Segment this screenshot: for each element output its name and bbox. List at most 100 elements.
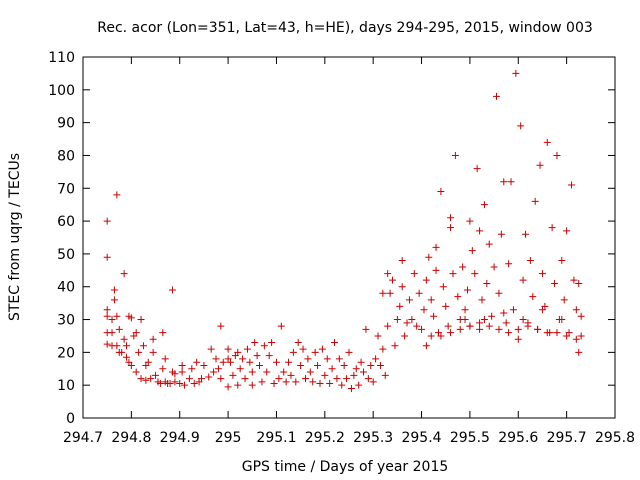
- x-tick-label: 294.9: [160, 430, 200, 446]
- data-point-marker: [229, 371, 237, 379]
- data-point-marker: [398, 283, 406, 291]
- data-point-marker: [256, 361, 264, 369]
- data-point-marker: [381, 371, 389, 379]
- y-axis-label: STEC from uqrg / TECUs: [7, 153, 23, 321]
- data-point-marker: [572, 306, 580, 314]
- data-point-marker: [251, 339, 259, 347]
- data-point-marker: [379, 345, 387, 353]
- data-point-marker: [108, 329, 116, 337]
- data-point-marker: [459, 263, 467, 271]
- data-point-marker: [347, 384, 355, 392]
- data-point-marker: [531, 197, 539, 205]
- y-tick-label: 70: [57, 181, 75, 197]
- data-point-marker: [272, 358, 280, 366]
- data-point-marker: [234, 348, 242, 356]
- data-point-marker: [389, 276, 397, 284]
- data-point-marker: [270, 380, 278, 388]
- x-tick-label: 295.7: [547, 430, 587, 446]
- data-point-marker: [178, 368, 186, 376]
- data-point-marker: [577, 312, 585, 320]
- data-point-marker: [422, 276, 430, 284]
- data-point-marker: [403, 319, 411, 327]
- x-tick-label: 295.4: [401, 430, 441, 446]
- y-tick-label: 20: [57, 345, 75, 361]
- data-point-marker: [480, 316, 488, 324]
- data-point-marker: [197, 375, 205, 383]
- data-point-marker: [282, 378, 290, 386]
- data-point-marker: [519, 276, 527, 284]
- data-point-marker: [275, 375, 283, 383]
- data-point-marker: [418, 325, 426, 333]
- data-point-marker: [335, 355, 343, 363]
- data-point-marker: [171, 378, 179, 386]
- data-point-marker: [176, 380, 184, 388]
- data-point-marker: [517, 122, 525, 130]
- data-point-marker: [454, 293, 462, 301]
- data-point-marker: [304, 355, 312, 363]
- data-point-marker: [473, 165, 481, 173]
- data-point-marker: [478, 296, 486, 304]
- data-point-marker: [306, 368, 314, 376]
- data-point-marker: [219, 358, 227, 366]
- data-point-marker: [234, 381, 242, 389]
- y-tick-label: 90: [57, 116, 75, 132]
- data-point-marker: [309, 378, 317, 386]
- data-point-marker: [149, 335, 157, 343]
- data-point-marker: [461, 306, 469, 314]
- chart-title: Rec. acor (Lon=351, Lat=43, h=HE), days …: [97, 20, 593, 36]
- data-point-marker: [123, 342, 131, 350]
- data-point-marker: [476, 227, 484, 235]
- data-point-marker: [480, 201, 488, 209]
- x-axis-ticks: 294.7 294.8 294.9 295 295.1 295.2 295.3 295.4 29…: [63, 57, 635, 446]
- data-point-marker: [205, 373, 213, 381]
- data-point-marker: [449, 270, 457, 278]
- data-point-marker: [355, 381, 363, 389]
- data-point-marker: [299, 345, 307, 353]
- data-point-marker: [132, 329, 140, 337]
- data-point-marker: [137, 375, 145, 383]
- data-point-marker: [577, 332, 585, 340]
- data-point-marker: [548, 224, 556, 232]
- data-point-marker: [214, 365, 222, 373]
- data-point-marker: [372, 355, 380, 363]
- data-point-marker: [442, 302, 450, 310]
- data-point-marker: [103, 217, 111, 225]
- data-point-marker: [287, 371, 295, 379]
- data-point-marker: [217, 375, 225, 383]
- data-point-marker: [374, 332, 382, 340]
- data-point-marker: [265, 352, 273, 360]
- data-point-marker: [127, 314, 135, 322]
- data-point-marker: [551, 279, 559, 287]
- data-point-marker: [139, 342, 147, 350]
- data-point-marker: [343, 375, 351, 383]
- data-point-marker: [217, 322, 225, 330]
- data-point-marker: [333, 375, 341, 383]
- data-point-marker: [212, 355, 220, 363]
- data-point-marker: [367, 361, 375, 369]
- data-point-marker: [466, 217, 474, 225]
- data-point-marker: [115, 325, 123, 333]
- x-tick-label: 294.7: [63, 430, 103, 446]
- x-tick-label: 295.3: [353, 430, 393, 446]
- data-point-marker: [560, 296, 568, 304]
- data-point-marker: [350, 371, 358, 379]
- data-point-marker: [149, 348, 157, 356]
- data-point-marker: [166, 380, 174, 388]
- data-point-marker: [413, 322, 421, 330]
- data-point-marker: [123, 353, 131, 361]
- data-point-marker: [432, 243, 440, 251]
- data-point-marker: [185, 375, 193, 383]
- x-tick-label: 295.6: [498, 430, 538, 446]
- y-tick-label: 60: [57, 214, 75, 230]
- data-point-marker: [507, 178, 515, 186]
- data-point-marker: [553, 329, 561, 337]
- data-point-marker: [253, 352, 261, 360]
- data-point-marker: [314, 361, 322, 369]
- data-point-marker: [188, 365, 196, 373]
- data-point-marker: [505, 329, 513, 337]
- data-point-marker: [391, 342, 399, 350]
- data-point-marker: [437, 332, 445, 340]
- data-point-marker: [120, 270, 128, 278]
- data-point-marker: [483, 279, 491, 287]
- data-point-marker: [538, 306, 546, 314]
